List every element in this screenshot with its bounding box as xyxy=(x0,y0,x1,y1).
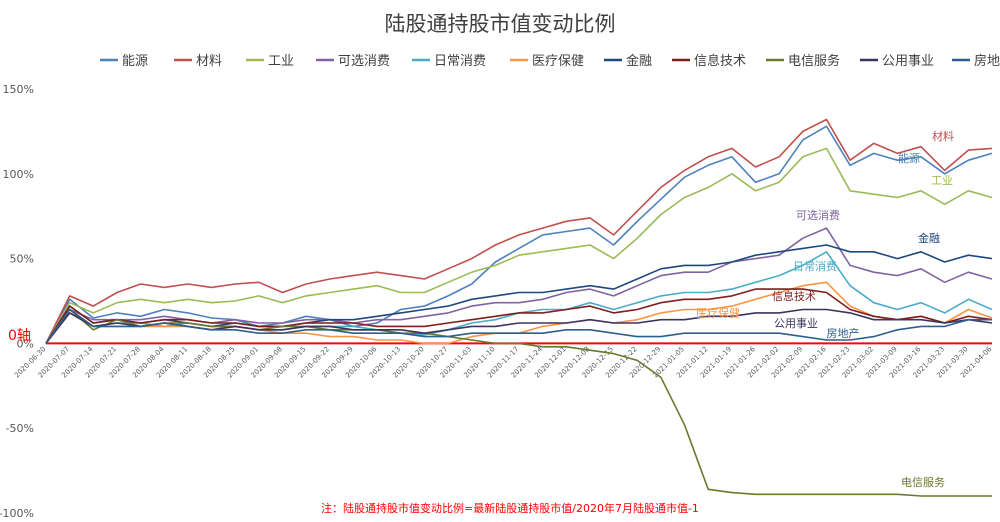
series-line-信息技术 xyxy=(45,288,993,344)
series-label-信息技术: 信息技术 xyxy=(772,289,816,303)
series-label-能源: 能源 xyxy=(898,151,920,165)
legend-label-电信服务: 电信服务 xyxy=(788,53,840,69)
series-label-工业: 工业 xyxy=(931,174,953,187)
series-line-能源 xyxy=(45,125,993,344)
y-tick-label: 150% xyxy=(3,83,34,96)
y-tick-label: -100% xyxy=(0,507,34,520)
series-line-材料 xyxy=(45,118,993,344)
series-line-房地产 xyxy=(45,308,992,344)
chart-note: 注：陆股通持股市值变动比例=最新陆股通持股市值/2020年7月陆股通市值-1 xyxy=(321,501,699,515)
series-group xyxy=(45,118,993,497)
legend-label-日常消费: 日常消费 xyxy=(434,54,486,69)
legend-label-能源: 能源 xyxy=(122,54,148,69)
series-label-金融: 金融 xyxy=(918,231,940,245)
y-tick-label: 50% xyxy=(10,253,34,266)
legend-label-公用事业: 公用事业 xyxy=(882,54,934,69)
y-tick-label: -50% xyxy=(6,422,34,435)
y-axis: 150% 100% 50% 0% -50% -100% xyxy=(0,83,34,520)
y-tick-label: 100% xyxy=(3,168,34,181)
y-tick-label: 0% xyxy=(17,337,34,350)
legend-label-金融: 金融 xyxy=(626,53,652,69)
chart-title: 陆股通持股市值变动比例 xyxy=(385,12,616,36)
series-label-可选消费: 可选消费 xyxy=(796,208,840,222)
legend-label-可选消费: 可选消费 xyxy=(338,54,390,69)
series-label-电信服务: 电信服务 xyxy=(901,476,945,489)
legend-label-工业: 工业 xyxy=(268,54,294,69)
series-label-公用事业: 公用事业 xyxy=(774,317,818,330)
x-axis: 2020-06-302020-07-072020-07-142020-07-21… xyxy=(13,342,994,380)
legend: 能源 材料 工业 可选消费 日常消费 医疗保健 金融 信息技术 电信服务 公用事业 房地产 xyxy=(100,53,1000,69)
series-line-电信服务 xyxy=(45,308,992,497)
series-label-材料: 材料 xyxy=(932,129,954,143)
legend-label-信息技术: 信息技术 xyxy=(694,53,746,69)
zero-axis-label: 0轴 xyxy=(8,328,31,344)
series-label-医疗保健: 医疗保健 xyxy=(696,306,740,320)
legend-label-医疗保健: 医疗保健 xyxy=(532,54,584,69)
series-line-工业 xyxy=(45,147,993,344)
series-label-房地产: 房地产 xyxy=(827,326,860,340)
legend-label-房地产: 房地产 xyxy=(974,53,1000,69)
legend-label-材料: 材料 xyxy=(196,54,222,69)
series-label-日常消费: 日常消费 xyxy=(793,259,837,273)
